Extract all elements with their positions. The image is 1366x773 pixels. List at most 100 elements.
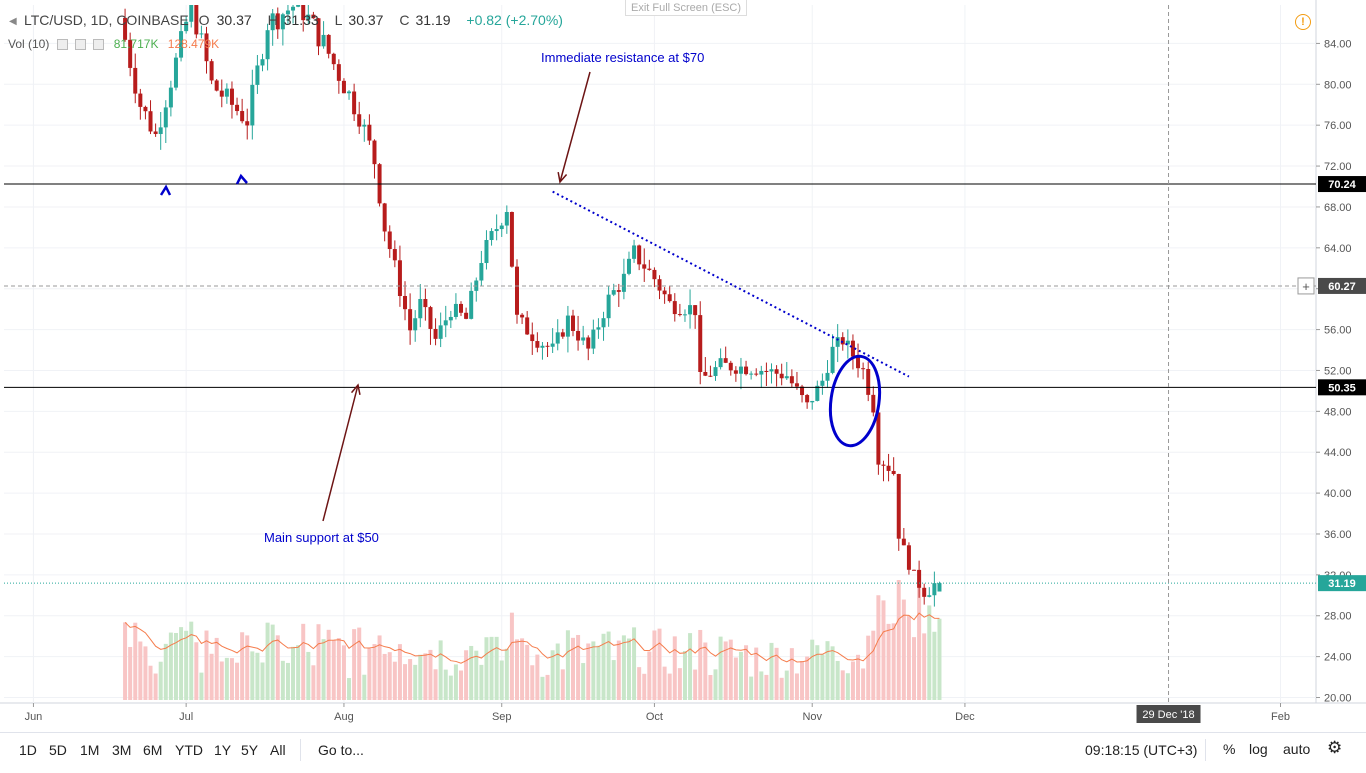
candle-body (779, 373, 784, 379)
crosshair-time-label: 29 Dec '18 (1142, 709, 1194, 721)
close-icon[interactable] (93, 39, 105, 51)
volume-bar (504, 648, 509, 700)
settings-icon[interactable] (75, 39, 87, 51)
volume-label[interactable]: Vol (10) (8, 37, 50, 51)
alert-icon[interactable]: ! (1295, 14, 1311, 30)
volume-bar (347, 678, 352, 700)
auto-scale-toggle[interactable]: auto (1283, 741, 1311, 757)
candle-body (275, 13, 280, 30)
volume-bar (570, 637, 575, 700)
symbol-name[interactable]: LTC/USD, 1D, COINBASE (24, 12, 189, 28)
time-tick-label: Dec (955, 711, 975, 723)
volume-bar (168, 632, 173, 700)
volume-bar (255, 652, 260, 700)
volume-bar (713, 669, 718, 700)
candle-body (143, 106, 148, 112)
candle-body (927, 595, 932, 597)
range-1m-button[interactable]: 1M (80, 742, 100, 758)
candle-body (723, 358, 728, 363)
candle-body (530, 334, 535, 342)
range-1y-button[interactable]: 1Y (214, 742, 232, 758)
candle-body (179, 31, 184, 58)
candle-body (423, 298, 428, 308)
clock-timezone[interactable]: 09:18:15 (UTC+3) (1085, 742, 1198, 758)
volume-bar (250, 651, 255, 700)
candle-body (123, 17, 128, 40)
exit-fullscreen-button[interactable]: Exit Full Screen (ESC) (625, 0, 747, 16)
volume-bar (489, 636, 494, 700)
volume-bar (754, 647, 759, 700)
candle-body (774, 369, 779, 374)
crosshair-add-bg (1297, 277, 1315, 295)
volume-bar (357, 627, 362, 700)
volume-bar (647, 651, 652, 700)
volume-bar (148, 665, 153, 700)
eye-icon[interactable] (56, 39, 68, 51)
candle-body (835, 337, 840, 347)
candle-body (682, 314, 687, 316)
range-ytd-button[interactable]: YTD (175, 742, 203, 758)
volume-bar (744, 645, 749, 700)
candle-body (341, 80, 346, 94)
candle-body (265, 30, 270, 60)
volume-bar (280, 660, 285, 700)
last-price-label: 31.19 (1328, 578, 1356, 590)
candle-body (515, 266, 519, 315)
log-scale-toggle[interactable]: log (1249, 741, 1268, 757)
open-label: O (198, 12, 210, 28)
candle-body (336, 64, 341, 81)
candle-body (688, 305, 693, 315)
volume-bar (856, 654, 861, 700)
volume-bar (912, 637, 917, 700)
candle-body (764, 370, 769, 372)
volume-bar (764, 674, 769, 700)
close-label: C (399, 12, 410, 28)
support-price-label: 50.35 (1328, 382, 1356, 394)
volume-bar (443, 669, 448, 700)
time-tick-label: Nov (802, 711, 822, 723)
price-tick-label: 68.00 (1324, 202, 1352, 214)
candle-body (749, 373, 754, 375)
candle-body (886, 465, 891, 471)
candle-body (616, 290, 621, 292)
range-1d-button[interactable]: 1D (19, 742, 37, 758)
volume-bar (749, 676, 754, 700)
candle-body (672, 301, 677, 315)
volume-bar (515, 639, 519, 700)
candle-body (693, 305, 698, 316)
candle-body (769, 369, 774, 372)
candle-body (199, 33, 204, 35)
goto-button[interactable]: Go to... (318, 742, 364, 758)
volume-bar (464, 650, 469, 700)
volume-bar (616, 640, 621, 700)
candle-body (214, 80, 219, 91)
candle-body (326, 34, 331, 54)
volume-bar (184, 630, 189, 700)
volume-bar (123, 622, 128, 700)
volume-bar (509, 612, 514, 700)
percent-scale-toggle[interactable]: % (1223, 741, 1236, 757)
candle-body (520, 314, 525, 318)
candle-body (866, 369, 871, 395)
range-6m-button[interactable]: 6M (143, 742, 163, 758)
volume-bar (550, 650, 555, 700)
range-5d-button[interactable]: 5D (49, 742, 67, 758)
volume-bar (418, 654, 423, 700)
volume-bar (219, 661, 224, 700)
collapse-legend-icon[interactable]: ◀ (9, 16, 17, 27)
candle-body (235, 104, 240, 112)
range-3m-button[interactable]: 3M (112, 742, 132, 758)
volume-bar (784, 670, 789, 700)
candle-body (581, 337, 586, 341)
candle-body (138, 93, 143, 107)
candle-body (433, 328, 438, 339)
candle-body (805, 395, 810, 403)
range-5y-button[interactable]: 5Y (241, 742, 259, 758)
range-all-button[interactable]: All (270, 742, 286, 758)
volume-bar (703, 642, 708, 700)
candle-body (158, 127, 163, 135)
volume-bar (698, 629, 703, 700)
gear-icon[interactable]: ⚙ (1327, 738, 1343, 757)
